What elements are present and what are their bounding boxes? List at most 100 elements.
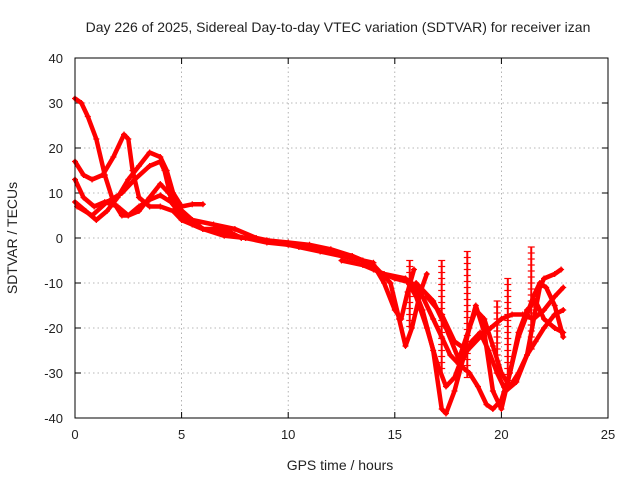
x-tick-label: 15 — [388, 427, 402, 442]
data-point-marker — [84, 113, 91, 120]
data-point-marker — [125, 212, 132, 219]
data-point-marker — [118, 212, 125, 219]
data-point-marker — [99, 172, 106, 178]
data-point-marker — [560, 329, 567, 336]
x-tick-label: 0 — [71, 427, 78, 442]
x-axis-label: GPS time / hours — [287, 457, 394, 473]
data-point-marker — [157, 181, 164, 187]
data-point-marker — [93, 136, 100, 142]
data-point-marker — [402, 343, 409, 349]
data-point-marker — [560, 284, 567, 291]
data-point-marker — [541, 307, 548, 313]
data-point-marker — [515, 329, 522, 336]
data-point-marker — [110, 154, 117, 160]
data-point-marker — [551, 302, 558, 309]
data-point-marker — [170, 208, 177, 214]
data-point-marker — [80, 172, 87, 178]
data-point-marker — [413, 280, 420, 286]
y-tick-label: -30 — [44, 366, 63, 381]
data-point-marker — [103, 199, 110, 205]
data-point-marker — [114, 203, 121, 210]
series-track-2 — [72, 132, 430, 349]
plot-area — [72, 95, 567, 417]
data-point-marker — [118, 190, 125, 196]
data-point-marker — [131, 176, 138, 183]
data-point-marker — [338, 257, 345, 264]
data-point-marker — [472, 302, 479, 309]
plot-frame — [74, 57, 609, 419]
data-point-marker — [199, 201, 206, 208]
data-point-marker — [89, 212, 96, 219]
data-point-marker — [189, 201, 196, 208]
data-point-marker — [238, 235, 245, 241]
data-point-marker — [387, 280, 394, 286]
data-point-marker — [489, 388, 496, 394]
data-point-marker — [430, 316, 437, 322]
data-point-marker — [451, 388, 458, 394]
data-point-marker — [442, 383, 449, 390]
data-point-marker — [551, 271, 558, 277]
data-point-marker — [560, 307, 567, 313]
series-track-3 — [72, 150, 206, 223]
data-point-marker — [91, 203, 98, 210]
data-point-marker — [543, 284, 550, 291]
y-tick-label: 30 — [49, 96, 63, 111]
grid-lines — [75, 58, 608, 418]
data-point-marker — [125, 136, 132, 142]
data-point-marker — [146, 203, 153, 210]
data-point-marker — [274, 239, 281, 246]
data-point-marker — [477, 334, 484, 340]
data-point-marker — [78, 100, 85, 106]
data-point-marker — [135, 163, 142, 169]
data-point-marker — [532, 338, 539, 345]
data-point-marker — [455, 356, 462, 363]
data-point-marker — [135, 194, 142, 201]
data-point-marker — [483, 401, 490, 408]
data-point-marker — [210, 221, 217, 228]
y-axis-label: SDTVAR / TECUs — [4, 182, 20, 294]
data-point-marker — [231, 226, 238, 232]
x-tick-label: 20 — [494, 427, 508, 442]
data-point-marker — [541, 325, 548, 331]
data-point-marker — [161, 167, 168, 174]
y-tick-label: 40 — [49, 51, 63, 66]
data-point-marker — [178, 208, 185, 214]
data-point-marker — [253, 235, 260, 241]
data-point-marker — [327, 246, 334, 253]
data-point-marker — [317, 248, 324, 255]
y-tick-label: -10 — [44, 276, 63, 291]
data-point-marker — [541, 316, 548, 322]
tick-labels: 0 5 10 15 20 25 -40 -30 -20 -10 0 10 20 30 40 — [44, 51, 615, 442]
data-point-marker — [306, 241, 313, 248]
data-point-marker — [121, 131, 128, 138]
data-point-marker — [396, 316, 403, 322]
series-track-6 — [339, 258, 566, 389]
data-point-marker — [146, 149, 153, 156]
data-point-marker — [381, 280, 388, 286]
series-track-1 — [72, 96, 417, 322]
x-tick-label: 5 — [178, 427, 185, 442]
data-point-marker — [523, 307, 530, 313]
data-point-marker — [489, 406, 496, 412]
series-track-9 — [413, 280, 566, 412]
data-point-marker — [135, 208, 142, 214]
data-point-marker — [498, 406, 505, 412]
data-point-marker — [419, 307, 426, 313]
data-point-marker — [199, 226, 206, 232]
y-tick-label: -20 — [44, 321, 63, 336]
data-point-marker — [89, 176, 96, 183]
data-point-marker — [536, 280, 543, 286]
data-point-marker — [370, 266, 377, 273]
data-point-marker — [157, 158, 164, 165]
x-tick-label: 25 — [601, 427, 615, 442]
data-point-marker — [189, 217, 196, 223]
data-point-marker — [103, 208, 110, 214]
data-point-marker — [410, 266, 417, 273]
data-point-marker — [487, 325, 494, 331]
data-point-marker — [447, 352, 454, 358]
data-point-marker — [295, 244, 302, 250]
data-point-marker — [146, 163, 153, 169]
data-point-marker — [93, 217, 100, 223]
data-point-marker — [451, 338, 458, 345]
